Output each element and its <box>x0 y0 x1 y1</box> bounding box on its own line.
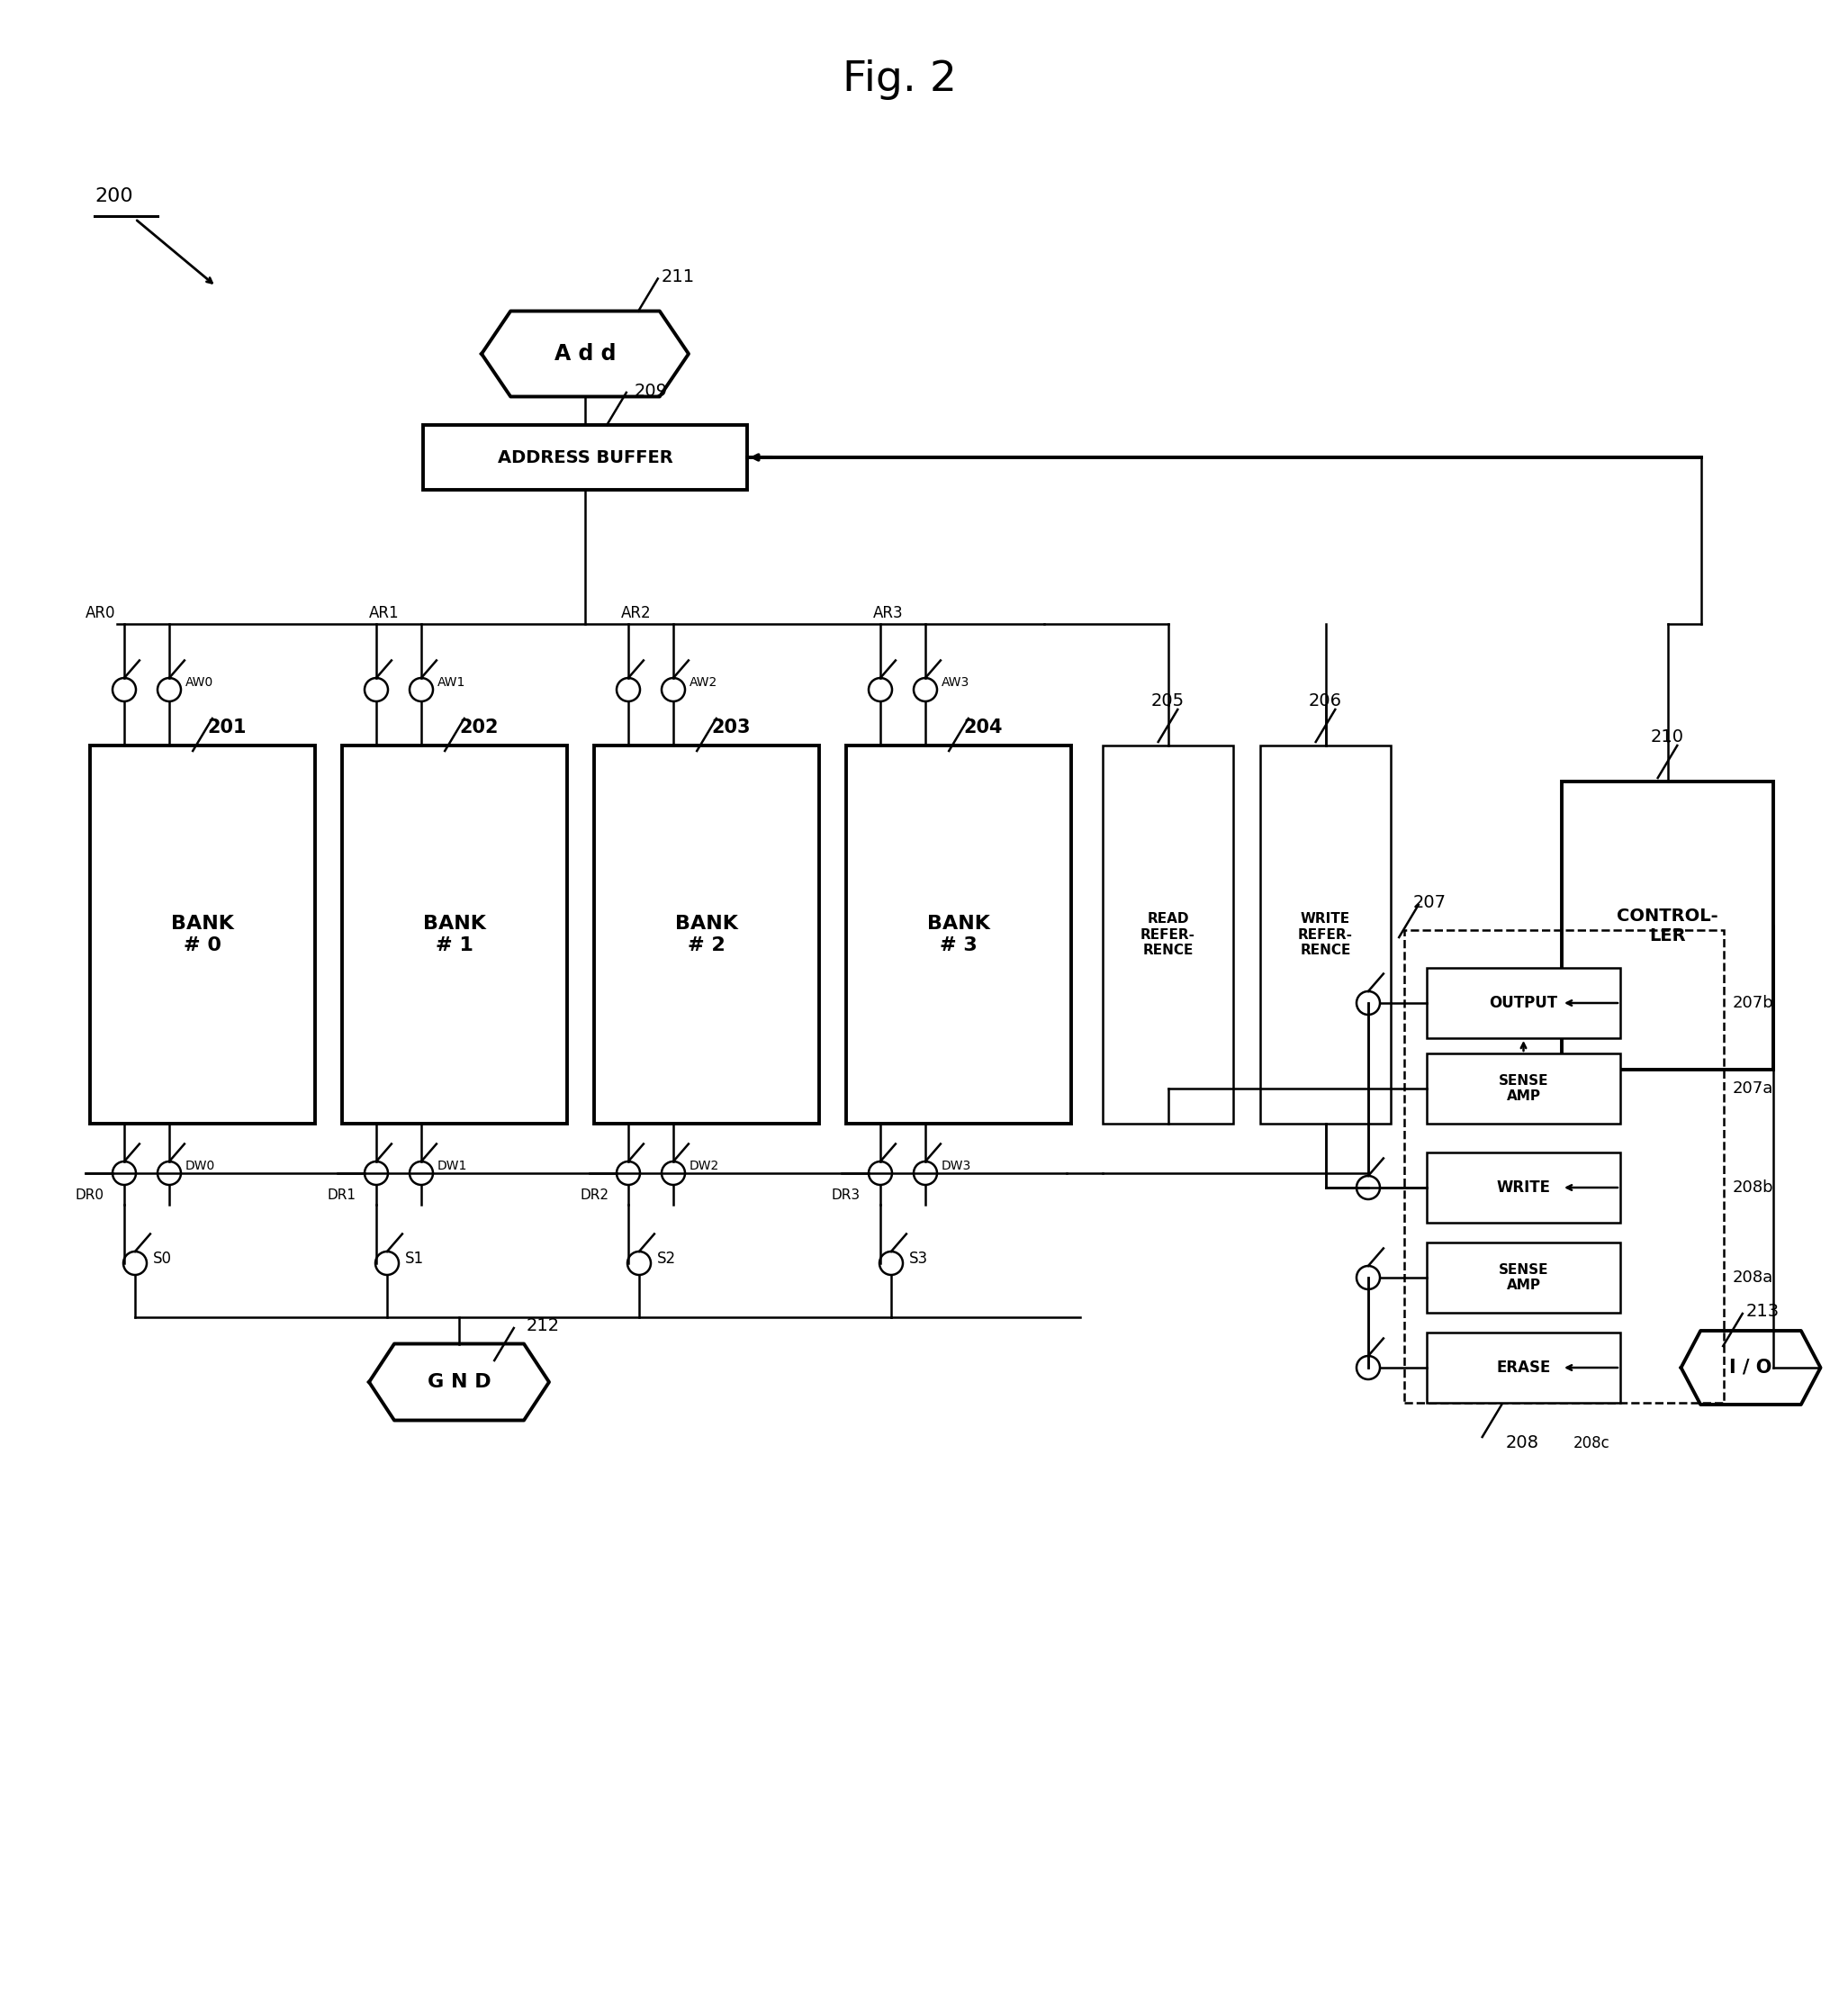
Text: AR0: AR0 <box>85 606 116 622</box>
Text: 204: 204 <box>963 718 1002 736</box>
Text: S0: S0 <box>153 1250 172 1268</box>
Bar <box>91 746 314 1123</box>
Bar <box>1427 1332 1621 1402</box>
Text: 207: 207 <box>1414 895 1447 911</box>
Text: AW3: AW3 <box>941 676 970 688</box>
Text: BANK
# 1: BANK # 1 <box>423 915 486 955</box>
Text: 203: 203 <box>711 718 750 736</box>
Text: AW2: AW2 <box>689 676 717 688</box>
Text: 208b: 208b <box>1733 1180 1774 1196</box>
Text: ADDRESS BUFFER: ADDRESS BUFFER <box>497 449 673 465</box>
Text: BANK
# 3: BANK # 3 <box>928 915 991 955</box>
Bar <box>1427 1053 1621 1123</box>
Bar <box>1260 746 1392 1123</box>
Text: 201: 201 <box>207 718 246 736</box>
Text: DW0: DW0 <box>185 1159 216 1172</box>
Text: BANK
# 2: BANK # 2 <box>675 915 737 955</box>
Text: 211: 211 <box>662 269 695 285</box>
Text: DW3: DW3 <box>941 1159 972 1172</box>
Bar <box>1103 746 1233 1123</box>
Text: A d d: A d d <box>554 343 615 365</box>
Bar <box>1427 967 1621 1039</box>
Text: AW0: AW0 <box>185 676 214 688</box>
Text: AW1: AW1 <box>438 676 466 688</box>
Text: AR2: AR2 <box>621 606 650 622</box>
Text: SENSE
AMP: SENSE AMP <box>1499 1073 1549 1103</box>
Text: READ
REFER-
RENCE: READ REFER- RENCE <box>1140 913 1196 957</box>
Text: SENSE
AMP: SENSE AMP <box>1499 1264 1549 1292</box>
Text: DR3: DR3 <box>832 1190 861 1202</box>
Text: S3: S3 <box>909 1250 928 1268</box>
Bar <box>342 746 567 1123</box>
Text: 200: 200 <box>94 187 133 205</box>
Text: AR1: AR1 <box>370 606 399 622</box>
Text: DR1: DR1 <box>327 1190 357 1202</box>
Text: DR2: DR2 <box>580 1190 608 1202</box>
Text: S2: S2 <box>658 1250 676 1268</box>
Text: OUTPUT: OUTPUT <box>1489 995 1558 1011</box>
Text: 207a: 207a <box>1733 1081 1774 1097</box>
Text: 206: 206 <box>1308 692 1342 708</box>
Text: 212: 212 <box>527 1318 560 1334</box>
Text: 202: 202 <box>458 718 499 736</box>
Text: 208a: 208a <box>1733 1270 1774 1286</box>
Bar <box>846 746 1072 1123</box>
Text: DW2: DW2 <box>689 1159 719 1172</box>
Bar <box>1404 931 1724 1402</box>
Text: ERASE: ERASE <box>1497 1360 1550 1376</box>
Text: BANK
# 0: BANK # 0 <box>172 915 235 955</box>
Text: 208c: 208c <box>1573 1434 1610 1452</box>
Text: 208: 208 <box>1506 1434 1539 1452</box>
Bar <box>423 425 747 489</box>
Text: S1: S1 <box>405 1250 423 1268</box>
Text: DR0: DR0 <box>76 1190 105 1202</box>
Text: DW1: DW1 <box>438 1159 468 1172</box>
Text: AR3: AR3 <box>872 606 904 622</box>
Text: WRITE: WRITE <box>1497 1180 1550 1196</box>
Text: 210: 210 <box>1650 728 1684 744</box>
Text: WRITE
REFER-
RENCE: WRITE REFER- RENCE <box>1297 913 1353 957</box>
Text: 207b: 207b <box>1733 995 1774 1011</box>
Text: 209: 209 <box>634 383 667 399</box>
Text: I / O: I / O <box>1730 1358 1772 1376</box>
Text: CONTROL-
LER: CONTROL- LER <box>1617 907 1719 945</box>
Bar <box>593 746 819 1123</box>
Bar <box>1427 1153 1621 1224</box>
Bar <box>1562 782 1774 1069</box>
Text: 213: 213 <box>1746 1304 1780 1320</box>
Text: G N D: G N D <box>427 1372 492 1390</box>
Bar <box>1427 1242 1621 1312</box>
Text: 205: 205 <box>1151 692 1185 708</box>
Text: Fig. 2: Fig. 2 <box>843 58 957 100</box>
